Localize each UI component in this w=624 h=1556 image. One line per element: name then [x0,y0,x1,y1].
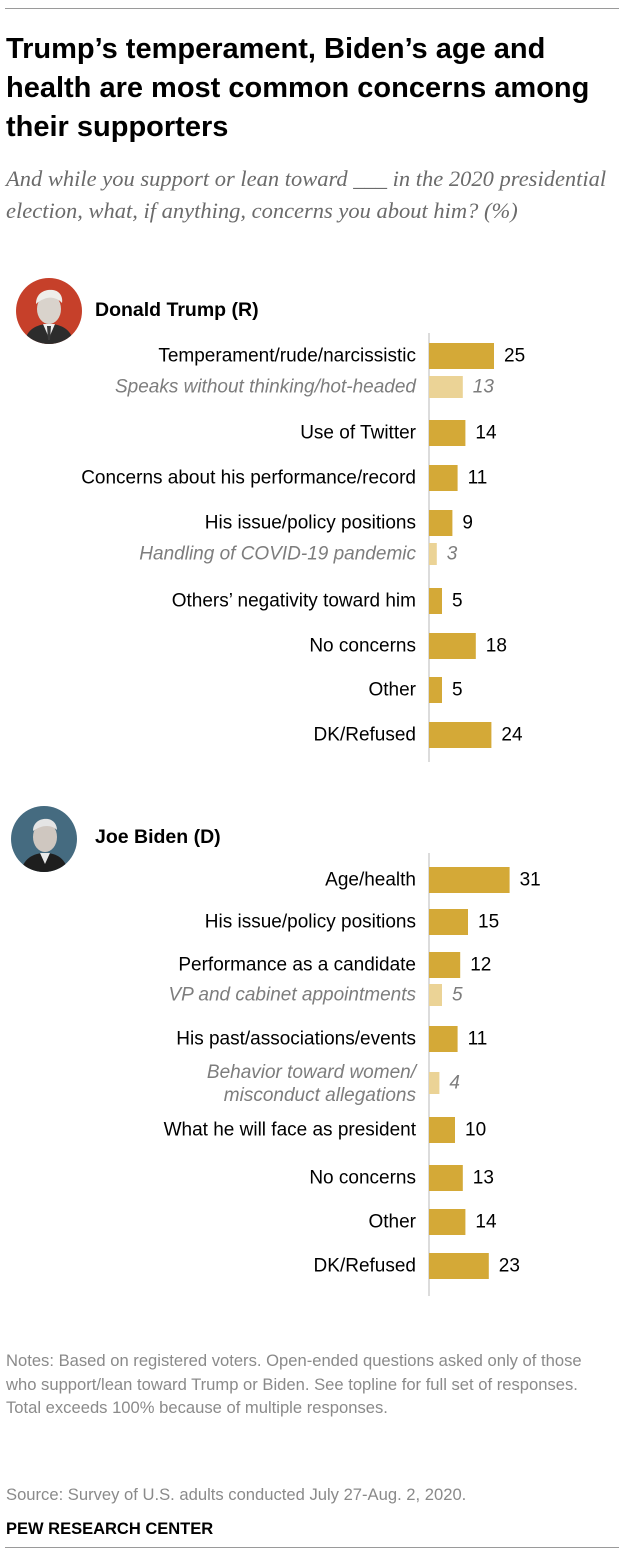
value-label: 3 [447,544,458,565]
category-label: Concerns about his performance/record [81,468,416,489]
trump-portrait-icon [16,278,82,344]
bar [429,420,466,446]
category-label: Speaks without thinking/hot-headed [115,377,417,398]
bar [429,952,461,978]
chart-source: Source: Survey of U.S. adults conducted … [6,1485,467,1504]
value-label: 25 [504,346,525,367]
biden-group-title: Joe Biden (D) [95,826,221,848]
value-label: 11 [468,1029,488,1050]
pew-research-center-logo: PEW RESEARCH CENTER [6,1520,214,1538]
bar [429,1253,489,1279]
bar-chart: Temperament/rude/narcissistic 25 Speaks wi… [81,333,541,1296]
category-label: VP and cabinet appointments [168,985,416,1006]
bar [429,1026,458,1052]
bar [429,588,442,614]
category-label: Others’ negativity toward him [172,591,416,612]
bar [429,465,458,491]
biden-portrait-icon [11,806,77,872]
value-label: 5 [452,591,463,612]
value-label: 5 [452,680,463,701]
bottom-rule [5,1547,619,1548]
value-label: 11 [468,468,488,489]
category-label: Performance as a candidate [178,955,416,976]
chart-notes: Notes: Based on registered voters. Open-… [6,1351,582,1417]
bar [429,1209,466,1235]
category-label: No concerns [309,1168,416,1189]
category-label: Use of Twitter [300,423,416,444]
category-label: DK/Refused [314,1256,416,1277]
bar [429,1117,455,1143]
value-label: 14 [475,423,497,444]
value-label: 12 [470,955,491,976]
value-label: 23 [499,1256,520,1277]
value-label: 24 [501,725,523,746]
category-label: His issue/policy positions [205,513,416,534]
sub-bar [429,543,437,565]
category-label: Other [368,1212,416,1233]
bar [429,343,494,369]
bar [429,633,476,659]
value-label: 9 [462,513,473,534]
category-label: Other [368,680,416,701]
value-label: 18 [486,636,507,657]
value-label: 31 [520,870,541,891]
value-label: 14 [475,1212,497,1233]
category-label: No concerns [309,636,416,657]
value-label: 15 [478,912,499,933]
category-label: DK/Refused [314,725,416,746]
bar [429,867,510,893]
chart-subtitle: And while you support or lean toward ___… [6,166,607,223]
bar [429,677,442,703]
value-label: 10 [465,1120,486,1141]
bar [429,722,492,748]
value-label: 5 [452,985,463,1006]
value-label: 13 [473,377,495,398]
sub-bar [429,1072,440,1094]
value-label: 4 [449,1073,460,1094]
bar [429,1165,463,1191]
bar [429,909,468,935]
category-label: Handling of COVID-19 pandemic [139,544,416,565]
chart-title: Trump’s temperament, Biden’s age and hea… [6,33,590,143]
category-label: Behavior toward women/misconduct allegat… [207,1062,418,1106]
category-label: His issue/policy positions [205,912,416,933]
category-label: Age/health [325,870,416,891]
value-label: 13 [473,1168,494,1189]
bar [429,510,453,536]
top-rule [5,8,619,9]
sub-bar [429,376,463,398]
category-label: His past/associations/events [176,1029,416,1050]
category-label: What he will face as president [164,1120,417,1141]
category-label: Temperament/rude/narcissistic [158,346,416,367]
sub-bar [429,984,442,1006]
trump-group-title: Donald Trump (R) [95,299,259,321]
